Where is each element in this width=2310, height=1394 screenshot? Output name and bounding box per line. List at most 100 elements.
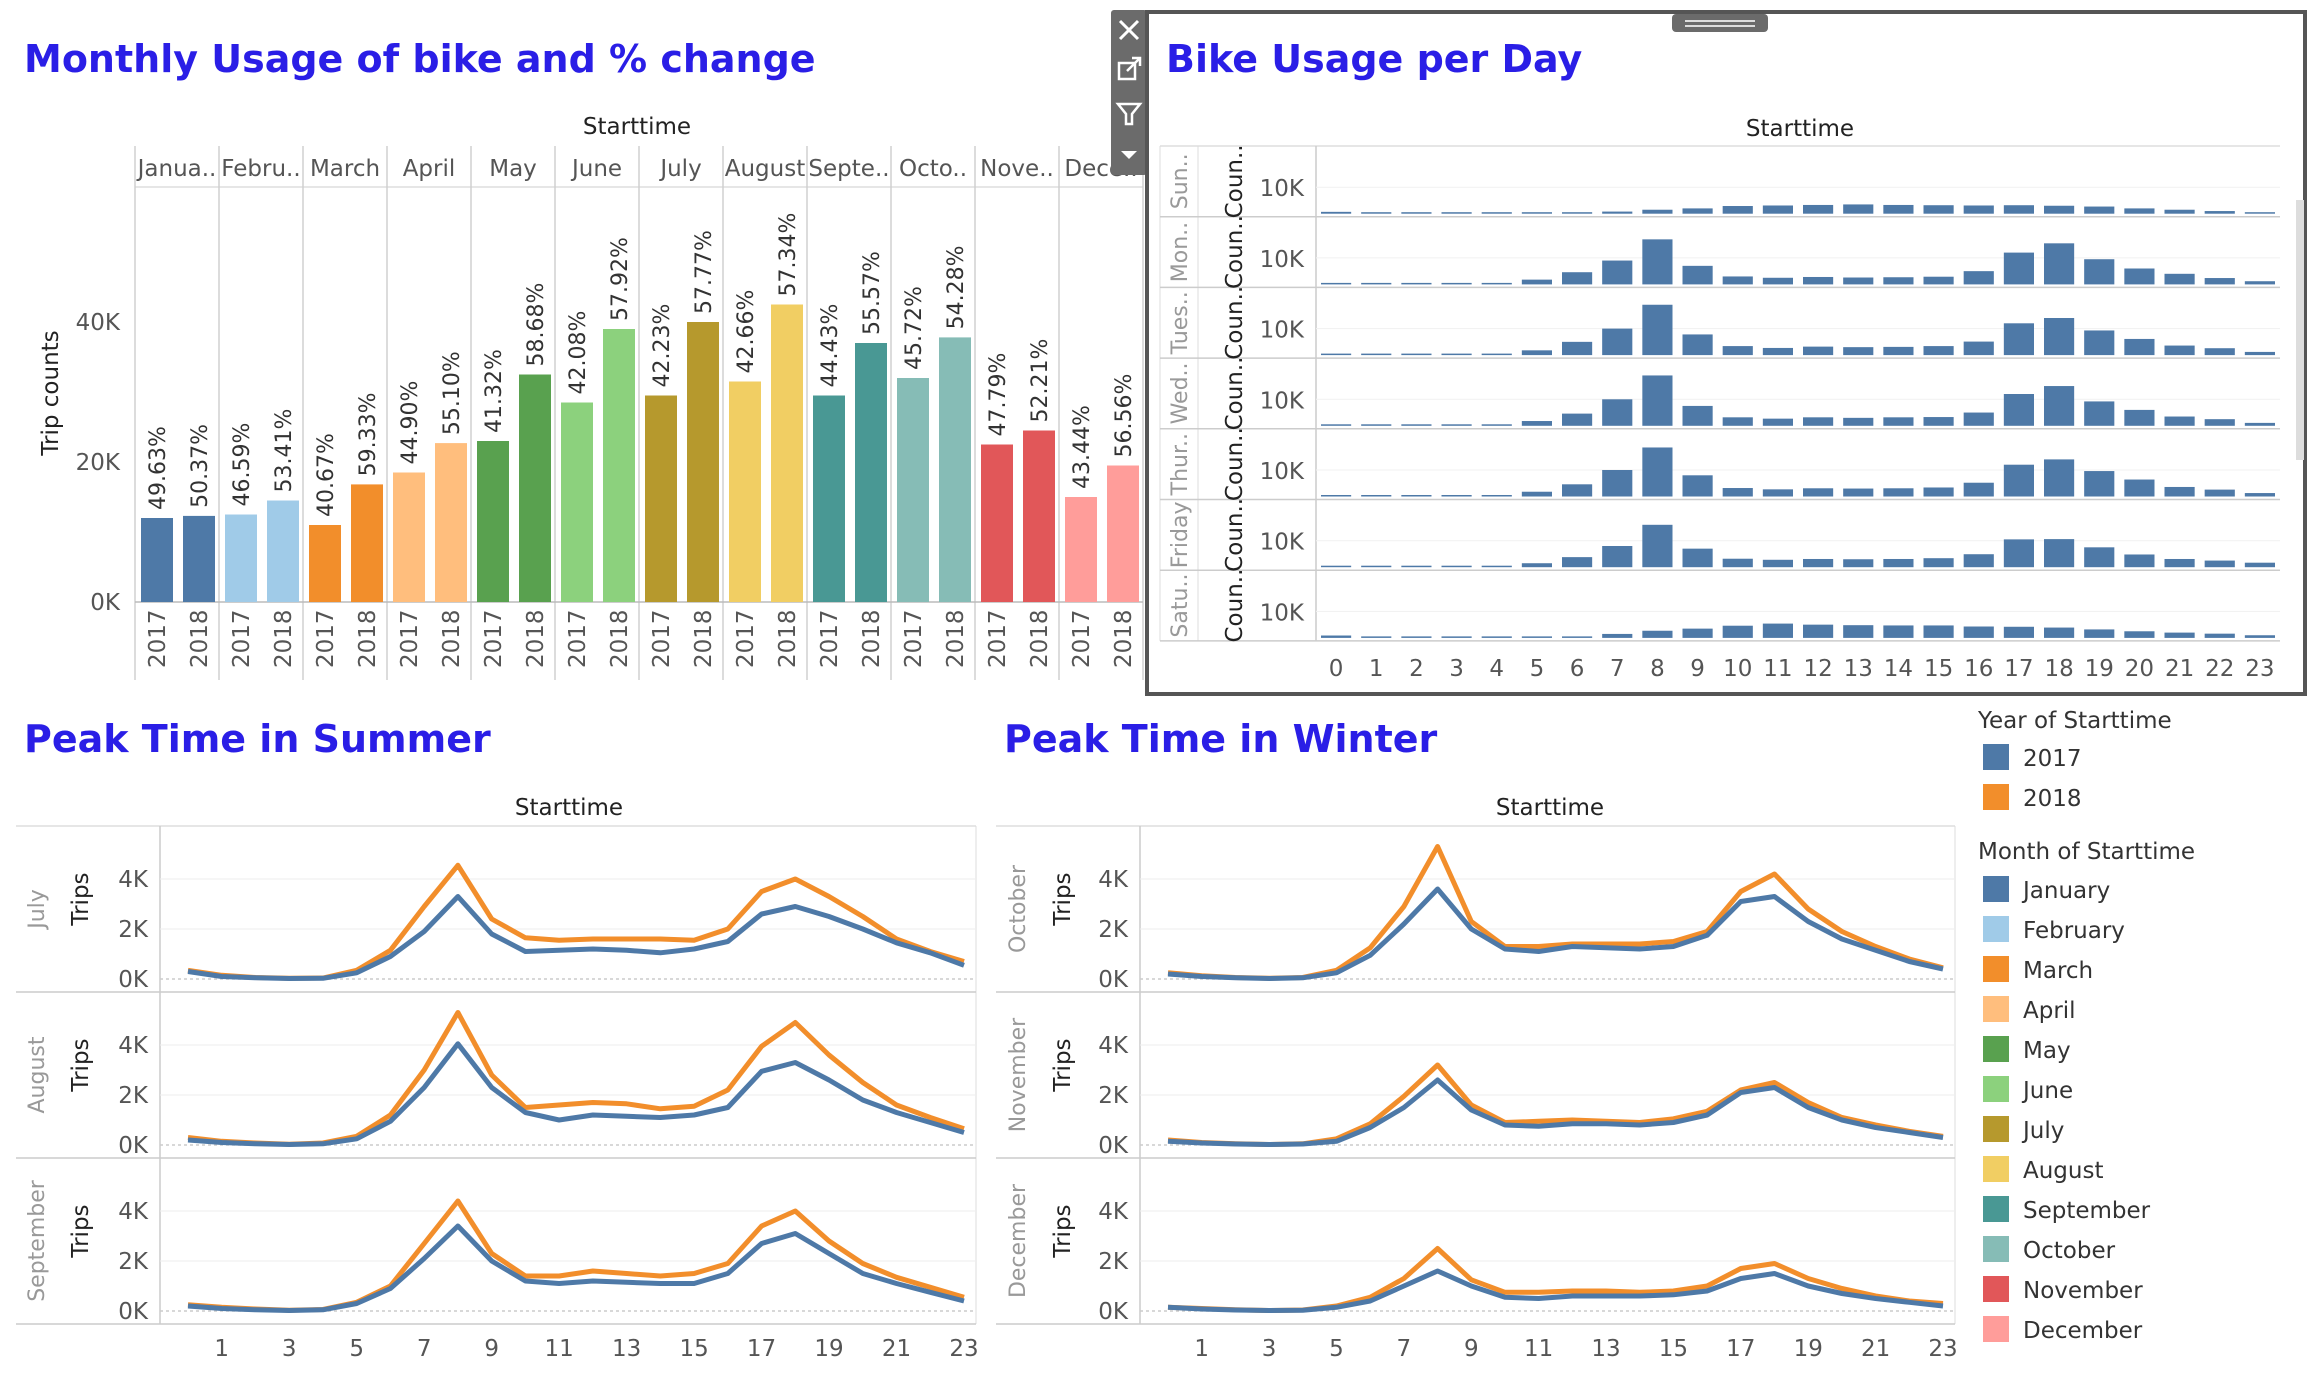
hour-bar[interactable] bbox=[1642, 375, 1673, 426]
hour-bar[interactable] bbox=[2204, 560, 2235, 568]
hour-bar[interactable] bbox=[1883, 625, 1914, 638]
filter-icon[interactable] bbox=[1115, 102, 1143, 126]
hour-bar[interactable] bbox=[1481, 424, 1512, 426]
legend-swatch[interactable] bbox=[1983, 784, 2009, 810]
legend-swatch[interactable] bbox=[1983, 1036, 2009, 1062]
hour-bar[interactable] bbox=[1642, 447, 1673, 497]
month-bar[interactable] bbox=[309, 525, 341, 602]
legend-month-label[interactable]: May bbox=[2023, 1038, 2071, 1064]
hour-bar[interactable] bbox=[2164, 632, 2195, 638]
hour-bar[interactable] bbox=[1562, 557, 1593, 568]
hour-bar[interactable] bbox=[1361, 353, 1392, 356]
hour-bar[interactable] bbox=[1321, 282, 1352, 285]
hour-bar[interactable] bbox=[1562, 484, 1593, 497]
hour-bar[interactable] bbox=[1521, 279, 1552, 285]
hour-bar[interactable] bbox=[2044, 459, 2075, 497]
legend-month-label[interactable]: April bbox=[2023, 998, 2076, 1024]
hour-bar[interactable] bbox=[1401, 565, 1432, 568]
hour-bar[interactable] bbox=[2084, 259, 2115, 285]
hour-bar[interactable] bbox=[1963, 412, 1994, 426]
legend-swatch[interactable] bbox=[1983, 1076, 2009, 1102]
legend-swatch[interactable] bbox=[1983, 916, 2009, 942]
hour-bar[interactable] bbox=[1843, 417, 1874, 426]
hour-bar[interactable] bbox=[1441, 495, 1472, 497]
month-bar[interactable] bbox=[561, 402, 593, 603]
month-bar[interactable] bbox=[435, 443, 467, 602]
legend-year-label[interactable]: 2017 bbox=[2023, 746, 2082, 772]
hour-bar[interactable] bbox=[1642, 630, 1673, 638]
hour-bar[interactable] bbox=[2003, 323, 2034, 356]
hour-bar[interactable] bbox=[2044, 539, 2075, 568]
hour-bar[interactable] bbox=[2084, 330, 2115, 356]
hour-bar[interactable] bbox=[2003, 626, 2034, 638]
hour-bar[interactable] bbox=[1562, 272, 1593, 285]
hour-bar[interactable] bbox=[1441, 282, 1472, 285]
legend-swatch[interactable] bbox=[1983, 1196, 2009, 1222]
month-bar[interactable] bbox=[981, 444, 1013, 603]
hour-bar[interactable] bbox=[1441, 636, 1472, 638]
hour-bar[interactable] bbox=[1923, 417, 1954, 426]
trip-line-2017[interactable] bbox=[187, 894, 965, 981]
hour-bar[interactable] bbox=[1602, 546, 1633, 568]
trip-line-2018[interactable] bbox=[1167, 844, 1944, 981]
legend-swatch[interactable] bbox=[1983, 996, 2009, 1022]
hour-bar[interactable] bbox=[1321, 565, 1352, 568]
hour-bar[interactable] bbox=[2124, 208, 2155, 214]
hour-bar[interactable] bbox=[1923, 487, 1954, 497]
hour-bar[interactable] bbox=[2003, 464, 2034, 497]
trip-line-2018[interactable] bbox=[1167, 1246, 1944, 1313]
hour-bar[interactable] bbox=[1963, 554, 1994, 568]
hour-bar[interactable] bbox=[2084, 471, 2115, 497]
hour-bar[interactable] bbox=[1642, 524, 1673, 568]
hour-bar[interactable] bbox=[1883, 417, 1914, 426]
hour-bar[interactable] bbox=[2244, 493, 2275, 497]
hour-bar[interactable] bbox=[1401, 282, 1432, 285]
hour-bar[interactable] bbox=[2164, 345, 2195, 356]
hour-bar[interactable] bbox=[2124, 479, 2155, 497]
hour-bar[interactable] bbox=[2044, 205, 2075, 214]
month-bar[interactable] bbox=[1023, 430, 1055, 603]
month-bar[interactable] bbox=[645, 395, 677, 603]
trip-line-2017[interactable] bbox=[1167, 1268, 1944, 1313]
month-bar[interactable] bbox=[477, 441, 509, 602]
hour-bar[interactable] bbox=[2003, 205, 2034, 214]
hour-bar[interactable] bbox=[2044, 627, 2075, 638]
hour-bar[interactable] bbox=[2084, 206, 2115, 214]
trip-line-2017[interactable] bbox=[187, 1223, 965, 1313]
hour-bar[interactable] bbox=[1562, 413, 1593, 426]
hour-bar[interactable] bbox=[2124, 409, 2155, 426]
hour-bar[interactable] bbox=[1682, 548, 1713, 568]
hour-bar[interactable] bbox=[1883, 488, 1914, 497]
hour-bar[interactable] bbox=[2044, 243, 2075, 285]
hour-bar[interactable] bbox=[1963, 341, 1994, 356]
hour-bar[interactable] bbox=[2204, 419, 2235, 426]
hour-bar[interactable] bbox=[1481, 565, 1512, 568]
month-bar[interactable] bbox=[729, 381, 761, 603]
hour-bar[interactable] bbox=[1481, 495, 1512, 497]
trip-line-2017[interactable] bbox=[187, 1041, 965, 1147]
hour-bar[interactable] bbox=[1521, 212, 1552, 214]
month-bar[interactable] bbox=[897, 378, 929, 602]
hour-bar[interactable] bbox=[1441, 424, 1472, 426]
hour-bar[interactable] bbox=[1441, 353, 1472, 356]
hour-bar[interactable] bbox=[1843, 277, 1874, 285]
hour-bar[interactable] bbox=[1521, 491, 1552, 497]
hour-bar[interactable] bbox=[1321, 353, 1352, 356]
hour-bar[interactable] bbox=[1762, 489, 1793, 497]
hour-bar[interactable] bbox=[1803, 488, 1834, 497]
hour-bar[interactable] bbox=[1521, 563, 1552, 568]
hour-bar[interactable] bbox=[1321, 211, 1352, 214]
hour-bar[interactable] bbox=[1843, 625, 1874, 638]
hour-bar[interactable] bbox=[1883, 277, 1914, 285]
hour-bar[interactable] bbox=[1722, 206, 1753, 214]
month-bar[interactable] bbox=[393, 472, 425, 603]
legend-month-label[interactable]: December bbox=[2023, 1318, 2143, 1344]
trip-line-2017[interactable] bbox=[1167, 1077, 1944, 1147]
hour-bar[interactable] bbox=[1401, 212, 1432, 214]
hour-bar[interactable] bbox=[1963, 271, 1994, 285]
month-bar[interactable] bbox=[1065, 497, 1097, 602]
hour-bar[interactable] bbox=[2164, 486, 2195, 497]
hour-bar[interactable] bbox=[1843, 347, 1874, 356]
hour-bar[interactable] bbox=[2164, 558, 2195, 568]
hour-bar[interactable] bbox=[1361, 424, 1392, 426]
